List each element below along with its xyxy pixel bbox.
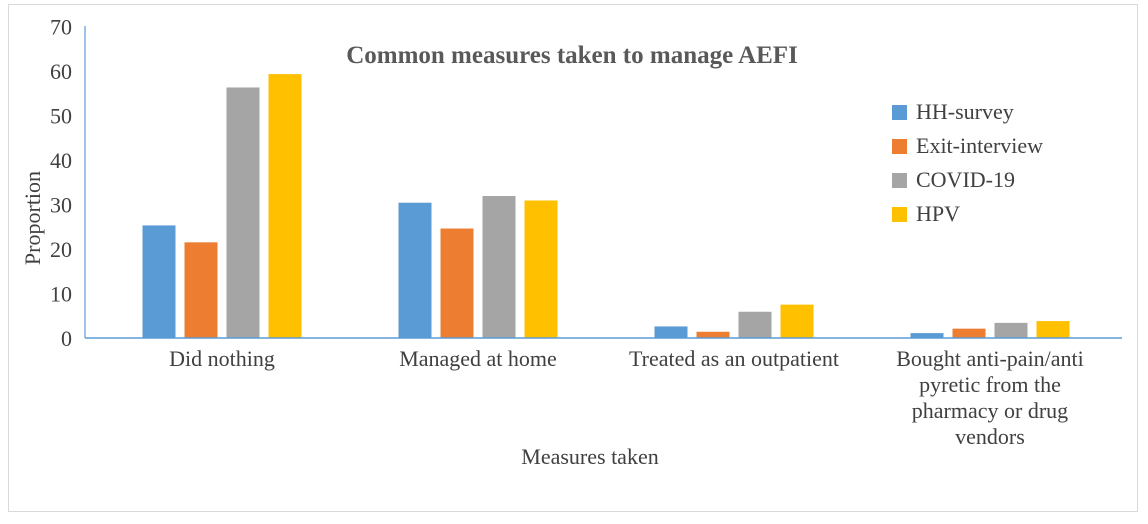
bar-covid-19: [738, 311, 772, 338]
y-tick-label: 0: [61, 326, 72, 351]
x-tick-label: pyretic from the: [919, 372, 1061, 397]
bar-covid-19: [994, 322, 1028, 338]
bar-hh-survey: [910, 333, 944, 338]
bar-hpv: [524, 200, 558, 338]
bar-exit-interview: [696, 331, 730, 338]
chart-title: Common measures taken to manage AEFI: [346, 42, 798, 69]
bar-hpv: [1036, 321, 1070, 338]
bar-covid-19: [482, 196, 516, 338]
y-tick-label: 70: [50, 15, 72, 40]
bar-exit-interview: [440, 228, 474, 338]
bar-hh-survey: [654, 326, 688, 338]
y-tick-label: 40: [50, 148, 72, 173]
legend-swatch: [892, 139, 907, 154]
y-axis-label: Proportion: [20, 171, 45, 265]
legend-label: HH-survey: [916, 99, 1014, 124]
chart-frame: [8, 4, 1138, 512]
y-tick-label: 60: [50, 59, 72, 84]
y-tick-label: 20: [50, 237, 72, 262]
bar-exit-interview: [184, 242, 218, 338]
x-axis-label: Measures taken: [521, 444, 658, 469]
bar-hpv: [268, 74, 302, 339]
x-tick-label: vendors: [955, 424, 1025, 449]
bar-covid-19: [226, 87, 260, 338]
y-tick-label: 50: [50, 104, 72, 129]
legend-swatch: [892, 105, 907, 120]
y-tick-label: 30: [50, 193, 72, 218]
legend-swatch: [892, 173, 907, 188]
bar-exit-interview: [952, 328, 986, 338]
x-tick-label: Treated as an outpatient: [629, 346, 839, 371]
y-tick-label: 10: [50, 282, 72, 307]
legend-label: Exit-interview: [916, 133, 1043, 158]
x-tick-label: Did nothing: [169, 346, 275, 371]
legend-swatch: [892, 207, 907, 222]
x-tick-label: Bought anti-pain/anti: [896, 346, 1084, 371]
legend-label: COVID-19: [916, 167, 1015, 192]
x-tick-label: Managed at home: [399, 346, 557, 371]
x-tick-label: pharmacy or drug: [912, 398, 1068, 423]
bar-hpv: [780, 304, 814, 338]
bar-hh-survey: [398, 202, 432, 338]
legend-label: HPV: [916, 201, 960, 226]
bar-hh-survey: [142, 225, 176, 338]
